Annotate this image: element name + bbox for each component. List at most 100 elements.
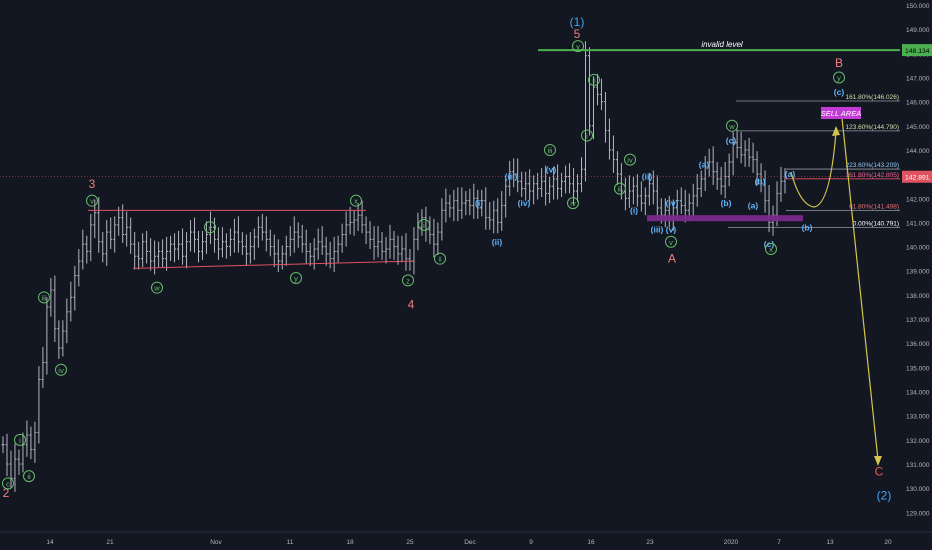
wave-label-minute: (b) bbox=[802, 222, 813, 232]
wave-label-minor: v bbox=[90, 197, 94, 206]
x-tick-label: 16 bbox=[587, 539, 595, 546]
wave-label-minor: ii bbox=[27, 472, 31, 481]
fib-level-label: 61.80%(141.498) bbox=[849, 203, 899, 210]
y-tick-label: 133.000 bbox=[906, 414, 930, 421]
wave-label-minute: (ii) bbox=[642, 172, 653, 182]
wave-label-minute: (ii) bbox=[492, 237, 503, 247]
projection-path-down bbox=[841, 117, 879, 461]
wave-label-minor: y bbox=[294, 274, 298, 283]
wave-label-minor: iv bbox=[58, 366, 64, 375]
wave-label-minute: (iv) bbox=[666, 198, 679, 208]
y-tick-label: 146.000 bbox=[906, 100, 930, 107]
wave-label-circle bbox=[204, 221, 216, 234]
y-tick-label: 131.000 bbox=[906, 462, 930, 469]
time-axis: 14 21 Nov 11 18 25 Dec 9 16 23 2020 7 13 20 bbox=[0, 531, 932, 546]
wave-label-minute: (c) bbox=[834, 87, 845, 97]
support-zone bbox=[647, 215, 803, 222]
wave-label-minor: x bbox=[354, 197, 358, 206]
wave-label-minute: (b) bbox=[721, 198, 732, 208]
invalid-level-value: 148.134 bbox=[905, 48, 930, 55]
overlay-lines: invalid level 161.80%(146.026) 123.60%(144… bbox=[0, 40, 900, 466]
y-tick-label: 139.000 bbox=[906, 269, 930, 276]
wave-label-minute: (a) bbox=[748, 201, 759, 211]
wave-label-circle bbox=[614, 182, 626, 195]
wave-label-minor: ii bbox=[438, 255, 442, 264]
x-tick-label: 18 bbox=[346, 539, 354, 546]
y-tick-label: 135.000 bbox=[906, 365, 930, 372]
wave-label-circle bbox=[726, 119, 738, 132]
wave-label-minute: (a) bbox=[699, 159, 710, 169]
last-price-value: 142.891 bbox=[905, 175, 930, 182]
wave-label-primary: B bbox=[835, 56, 843, 70]
wave-label-minor: iv bbox=[627, 156, 633, 165]
x-tick-label: 7 bbox=[777, 539, 781, 546]
invalid-level-badge bbox=[902, 44, 932, 57]
y-tick-label: 137.000 bbox=[906, 317, 930, 324]
wave-label-primary: 3 bbox=[89, 177, 96, 191]
y-tick-label: 145.000 bbox=[906, 124, 930, 131]
wave-label-minor: z bbox=[406, 276, 410, 285]
x-tick-label: 20 bbox=[884, 539, 892, 546]
wave-label-circle bbox=[765, 243, 777, 256]
last-price-badge bbox=[902, 170, 932, 183]
fib-level-label: 261.80%(142.805) bbox=[846, 172, 900, 179]
wave-label-circle bbox=[572, 40, 584, 53]
y-tick-label: 140.000 bbox=[906, 245, 930, 252]
wave-label-minor: iii bbox=[42, 293, 47, 302]
wave-label-primary: C bbox=[875, 464, 884, 478]
wave-label-circle bbox=[14, 433, 26, 446]
wave-label-minor: iv bbox=[570, 199, 576, 208]
y-tick-label: 134.000 bbox=[906, 390, 930, 397]
wave-label-minute: (v) bbox=[666, 225, 677, 235]
x-tick-label: 13 bbox=[826, 539, 834, 546]
wave-label-circle bbox=[402, 274, 414, 287]
triangle-lower-line bbox=[132, 260, 414, 269]
wave-label-minute: (iii) bbox=[505, 172, 518, 182]
y-tick-label: 141.000 bbox=[906, 220, 930, 227]
projection-path-up bbox=[790, 131, 837, 208]
y-tick-label: 130.000 bbox=[906, 486, 930, 493]
wave-label-circle bbox=[350, 194, 362, 207]
fib-level-label: 223.60%(143.209) bbox=[846, 162, 900, 169]
wave-label-minute: (b) bbox=[755, 176, 766, 186]
y-tick-label: 136.000 bbox=[906, 341, 930, 348]
sell-area-badge bbox=[821, 107, 861, 119]
x-tick-label: 2020 bbox=[724, 539, 739, 546]
x-tick-label: 11 bbox=[287, 539, 294, 546]
wave-label-minor: i bbox=[19, 436, 21, 445]
wave-label-circle bbox=[544, 143, 556, 156]
wave-label-minor: iii bbox=[618, 185, 623, 194]
price-bars bbox=[1, 41, 787, 492]
x-tick-label: Nov bbox=[210, 539, 222, 546]
wave-label-minute: (a) bbox=[785, 169, 796, 179]
projection-arrow-down bbox=[874, 456, 882, 466]
wave-label-circle bbox=[434, 252, 446, 265]
x-tick-label: Dec bbox=[464, 539, 476, 546]
projection-arrow-up bbox=[832, 126, 840, 136]
wave-label-circle bbox=[151, 281, 163, 294]
wave-label-circle bbox=[624, 153, 636, 166]
wave-label-minor: w bbox=[728, 122, 735, 131]
wave-label-circle bbox=[588, 73, 600, 86]
wave-label-minor: y bbox=[837, 73, 841, 82]
fib-level-label: 161.80%(146.026) bbox=[846, 94, 900, 101]
wave-label-minute: (i) bbox=[630, 205, 638, 215]
wave-label-primary: 4 bbox=[408, 298, 415, 312]
y-tick-label: 150.000 bbox=[906, 3, 930, 10]
invalid-level-label: invalid level bbox=[701, 40, 743, 49]
y-tick-label: 138.000 bbox=[906, 293, 930, 300]
y-tick-label: 147.000 bbox=[906, 75, 930, 82]
wave-label-minor: v bbox=[669, 238, 673, 247]
wave-label-primary: 2 bbox=[3, 486, 10, 500]
wave-label-minute: (iv) bbox=[518, 198, 531, 208]
fib-level-label: 0.00%(140.791) bbox=[853, 220, 899, 227]
x-tick-label: 9 bbox=[529, 539, 533, 546]
wave-label-primary: A bbox=[668, 252, 676, 266]
y-tick-label: 132.000 bbox=[906, 438, 930, 445]
wave-label-minor: x bbox=[769, 245, 773, 254]
y-tick-label: 149.000 bbox=[906, 27, 930, 34]
fib-level-label: 123.60%(144.790) bbox=[846, 124, 900, 131]
wave-label-minor: ii bbox=[592, 76, 596, 85]
wave-label-circle bbox=[665, 235, 677, 248]
